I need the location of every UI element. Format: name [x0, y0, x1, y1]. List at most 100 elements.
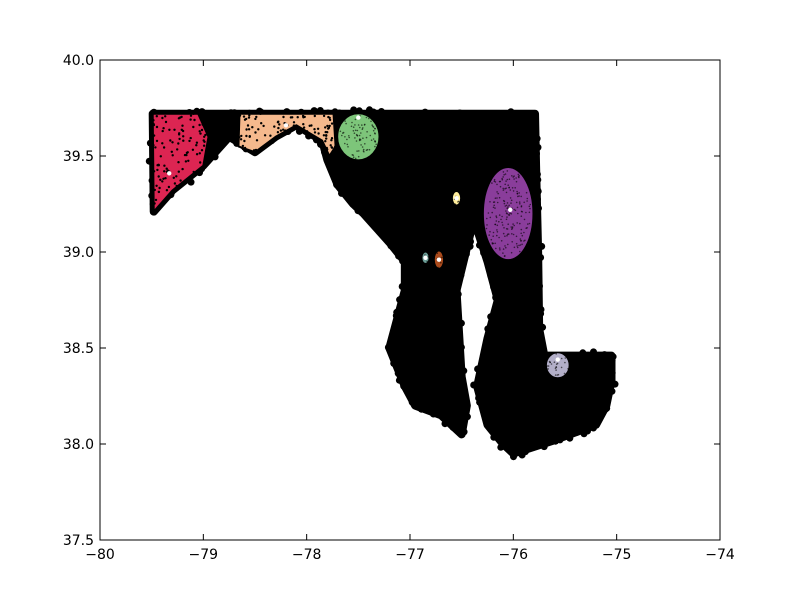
background-point: [338, 189, 345, 197]
background-point: [533, 335, 541, 343]
cluster-3-point: [362, 127, 364, 129]
cluster-5-point: [516, 206, 519, 209]
cluster-8-point: [564, 361, 566, 364]
cluster-5-point: [506, 202, 509, 204]
cluster-2-point: [273, 125, 276, 128]
background-point: [532, 218, 540, 226]
background-point: [457, 319, 465, 327]
cluster-1-point: [167, 185, 171, 189]
background-point: [350, 106, 358, 114]
background-point: [310, 107, 318, 115]
cluster-5-point: [520, 205, 523, 207]
x-tick-label: −75: [602, 547, 632, 563]
cluster-3-point: [350, 125, 353, 128]
cluster-3-point: [354, 157, 357, 160]
cluster-1-point: [171, 154, 174, 157]
cluster-5-point: [499, 185, 502, 188]
background-point: [476, 364, 484, 372]
cluster-1-point: [199, 161, 202, 164]
cluster-5-point: [505, 212, 508, 214]
background-point: [533, 318, 541, 326]
cluster-1-point: [195, 144, 198, 147]
cluster-3-point: [374, 145, 376, 148]
cluster-5-point: [505, 218, 508, 221]
cluster-1-point: [192, 170, 195, 174]
cluster-5-point: [525, 191, 528, 194]
cluster-5-point: [519, 238, 522, 240]
cluster-2-point: [324, 126, 327, 129]
cluster-1-point: [200, 128, 204, 132]
background-point: [485, 259, 493, 267]
background-point: [485, 335, 493, 343]
cluster-3-point: [366, 131, 368, 133]
cluster-3-point: [351, 121, 353, 124]
cluster-1-centroid: [167, 171, 172, 176]
background-point: [478, 187, 486, 195]
cluster-2-point: [308, 124, 311, 128]
background-point: [458, 405, 466, 413]
background-point: [335, 109, 343, 117]
cluster-5-point: [519, 250, 521, 253]
cluster-5-point: [507, 223, 510, 225]
cluster-3-point: [354, 124, 356, 126]
cluster-2-point: [248, 114, 251, 117]
cluster-2-point: [330, 139, 333, 142]
cluster-3-point: [358, 150, 360, 152]
background-point: [215, 110, 223, 117]
background-point: [533, 272, 541, 280]
cluster-5-point: [498, 196, 501, 199]
background-point: [457, 271, 465, 279]
cluster-5-centroid: [508, 207, 513, 212]
cluster-5-point: [507, 243, 509, 246]
background-point: [518, 451, 526, 459]
background-point: [460, 394, 468, 401]
cluster-5-point: [495, 216, 498, 219]
cluster-5-point: [489, 216, 492, 219]
cluster-5-point: [512, 190, 515, 192]
cluster-5-point: [496, 224, 499, 227]
background-point: [393, 320, 401, 328]
cluster-8-point: [554, 367, 557, 370]
cluster-2-point: [254, 148, 258, 152]
cluster-5-point: [511, 233, 513, 235]
cluster-5-point: [528, 205, 531, 208]
cluster-5-point: [523, 231, 525, 234]
cluster-5-point: [495, 215, 498, 217]
cluster-1-point: [171, 141, 174, 144]
cluster-5-point: [516, 190, 518, 193]
cluster-5-point: [512, 233, 515, 236]
cluster-5-point: [503, 200, 506, 203]
background-point: [517, 112, 525, 120]
cluster-5-point: [510, 202, 512, 204]
background-point: [507, 108, 515, 116]
cluster-2-point: [327, 126, 331, 129]
background-point: [387, 242, 395, 250]
cluster-1-point: [158, 186, 161, 190]
cluster-2-point: [296, 116, 299, 119]
cluster-2-point: [325, 137, 328, 140]
cluster-1-point: [162, 177, 165, 180]
cluster-8-point: [546, 365, 549, 367]
cluster-5-point: [504, 235, 506, 237]
cluster-2-point: [313, 128, 316, 131]
cluster-2-point: [330, 122, 334, 125]
background-point: [475, 394, 483, 402]
cluster-5-point: [509, 197, 512, 199]
background-point: [487, 272, 495, 280]
cluster-5-point: [502, 187, 505, 190]
cluster-5-point: [501, 178, 504, 181]
cluster-1-point: [179, 179, 182, 182]
cluster-5-point: [488, 234, 491, 236]
cluster-5-point: [519, 203, 521, 205]
background-point: [532, 225, 540, 233]
cluster-5-point: [512, 223, 514, 225]
background-point: [354, 207, 362, 215]
cluster-3-point: [346, 138, 348, 141]
cluster-5-point: [490, 238, 493, 241]
centroid-layer: [167, 115, 560, 362]
background-point: [412, 110, 420, 118]
cluster-1-point: [159, 178, 162, 181]
cluster-3-point: [374, 133, 376, 135]
background-point: [377, 108, 385, 115]
cluster-5-point: [505, 180, 507, 182]
